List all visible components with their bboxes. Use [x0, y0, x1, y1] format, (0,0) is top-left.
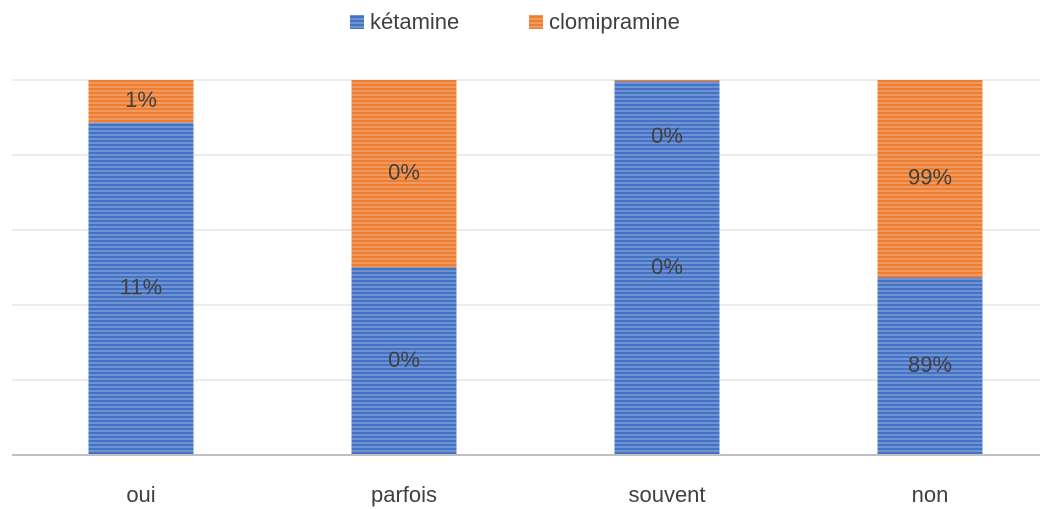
data-label: 0%	[651, 123, 683, 148]
data-label: 0%	[388, 347, 420, 372]
bar-segment	[877, 277, 983, 455]
data-label: 1%	[125, 87, 157, 112]
bar-segment	[88, 80, 194, 123]
legend-swatch	[350, 15, 364, 29]
bar-segment	[614, 80, 720, 82]
legend-swatch	[529, 15, 543, 29]
x-tick-label: oui	[126, 482, 155, 507]
bar-segment	[351, 80, 457, 268]
data-label: 0%	[651, 254, 683, 279]
bar-segment	[614, 81, 720, 455]
data-label: 89%	[908, 352, 952, 377]
x-tick-label: souvent	[628, 482, 705, 507]
x-tick-label: parfois	[371, 482, 437, 507]
data-label: 11%	[120, 274, 162, 299]
bar-segment	[877, 80, 983, 278]
data-label: 0%	[388, 160, 420, 185]
data-label: 99%	[908, 165, 952, 190]
x-tick-label: non	[912, 482, 949, 507]
bar-segment	[88, 122, 194, 455]
legend-label: clomipramine	[549, 9, 680, 34]
legend-label: kétamine	[370, 9, 459, 34]
bar-segment	[351, 267, 457, 455]
